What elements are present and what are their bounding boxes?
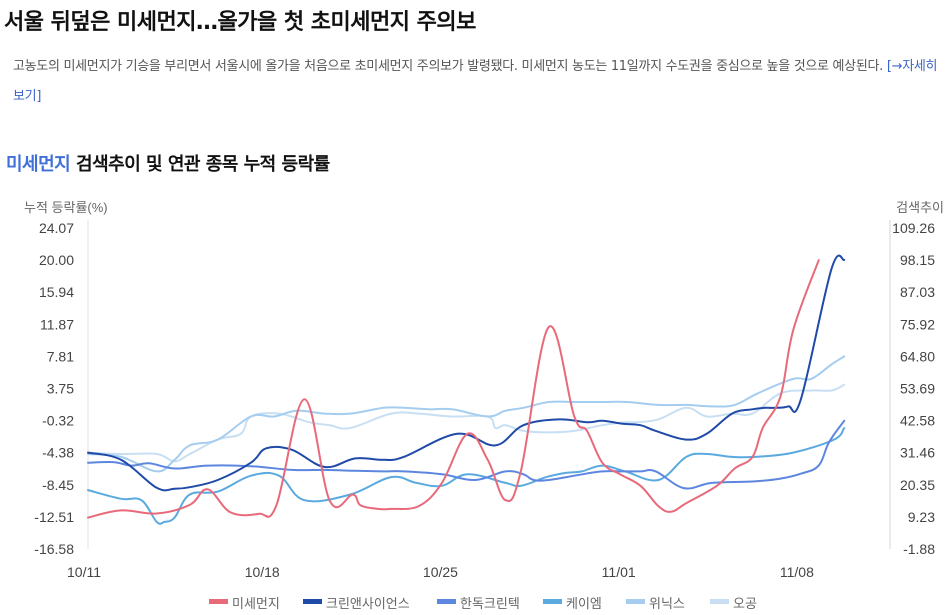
- left-tick-label: -0.32: [42, 413, 74, 429]
- right-tick-label: 53.69: [900, 381, 935, 397]
- right-tick-label: 42.58: [900, 413, 935, 429]
- section-title: 미세먼지 검색추이 및 연관 종목 누적 등락률: [6, 150, 330, 176]
- right-tick-label: 87.03: [900, 284, 935, 300]
- left-tick-label: 7.81: [47, 348, 74, 364]
- series-line-4: [87, 427, 846, 525]
- legend-label: 미세먼지: [232, 596, 280, 611]
- section-title-rest: 검색추이 및 연관 종목 누적 등락률: [70, 154, 330, 175]
- left-tick-label: 20.00: [39, 252, 74, 268]
- search-trend-chart: 누적 등락률(%) 검색추이 24.07 109.26 20.00 98.15 15.94 8…: [24, 200, 944, 611]
- legend-label: 크린앤사이언스: [326, 596, 410, 611]
- left-tick-label: 3.75: [47, 381, 74, 397]
- legend-swatch: [543, 599, 562, 604]
- read-more-link[interactable]: [→자세히보기]: [13, 59, 938, 104]
- right-axis-label: 검색추이: [896, 200, 944, 215]
- legend-label: 한독크린텍: [460, 596, 520, 611]
- x-tick-label: 11/01: [602, 564, 636, 580]
- left-tick-label: -12.51: [34, 509, 74, 525]
- legend-item[interactable]: 케이엠: [543, 596, 602, 611]
- legend-swatch: [626, 599, 645, 604]
- left-tick-label: -16.58: [34, 541, 74, 557]
- legend-swatch: [303, 599, 322, 604]
- series-line-2: [87, 254, 846, 492]
- legend-item[interactable]: 한독크린텍: [437, 596, 520, 611]
- left-tick-label: -4.38: [42, 445, 74, 461]
- series-line-6: [87, 383, 846, 463]
- x-tick-label: 11/08: [780, 564, 814, 580]
- summary-text: 고농도의 미세먼지가 기승을 부리면서 서울시에 올가을 처음으로 초미세먼지 …: [13, 59, 883, 74]
- legend-item[interactable]: 미세먼지: [209, 596, 280, 611]
- left-tick-label: -8.45: [42, 477, 74, 493]
- right-tick-label: -1.88: [903, 541, 935, 557]
- x-tick-label: 10/18: [245, 564, 280, 580]
- headline: 서울 뒤덮은 미세먼지…올가을 첫 초미세먼지 주의보: [4, 10, 476, 35]
- legend-label: 위닉스: [649, 596, 685, 611]
- right-tick-label: 109.26: [892, 220, 935, 236]
- right-tick-label: 20.35: [900, 477, 935, 493]
- legend-swatch: [209, 599, 228, 604]
- section-title-highlight: 미세먼지: [6, 154, 71, 175]
- legend-item[interactable]: 크린앤사이언스: [303, 596, 410, 611]
- x-tick-label: 10/11: [67, 564, 101, 580]
- x-tick-label: 10/25: [423, 564, 458, 580]
- legend-swatch: [437, 599, 456, 604]
- legend-swatch: [710, 599, 729, 604]
- right-tick-label: 98.15: [900, 252, 935, 268]
- right-tick-label: 9.23: [908, 509, 935, 525]
- legend-label: 오공: [733, 596, 757, 611]
- legend-item[interactable]: 오공: [710, 596, 757, 611]
- legend-item[interactable]: 위닉스: [626, 596, 685, 611]
- series-line-3: [87, 419, 846, 490]
- article-summary: 고농도의 미세먼지가 기승을 부리면서 서울시에 올가을 처음으로 초미세먼지 …: [13, 52, 938, 112]
- right-tick-label: 64.80: [900, 348, 935, 364]
- legend-label: 케이엠: [566, 596, 602, 611]
- left-axis-label: 누적 등락률(%): [24, 200, 108, 215]
- left-tick-label: 11.87: [40, 316, 74, 332]
- series-line-1: [87, 259, 820, 519]
- right-tick-label: 75.92: [900, 316, 935, 332]
- series-line-5: [87, 355, 846, 473]
- right-tick-label: 31.46: [900, 445, 935, 461]
- left-tick-label: 15.94: [39, 284, 74, 300]
- left-tick-label: 24.07: [39, 220, 74, 236]
